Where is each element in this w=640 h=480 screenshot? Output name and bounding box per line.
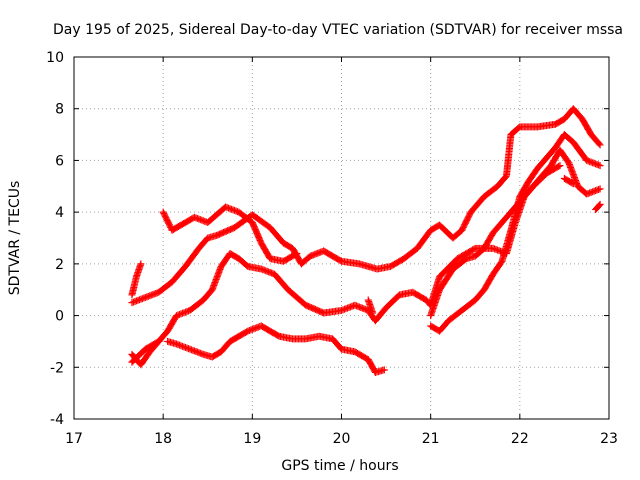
grid [74, 57, 609, 419]
series-track-b [159, 203, 301, 265]
x-axis-label: GPS time / hours [281, 458, 398, 474]
series-track-e [427, 162, 564, 320]
y-tick-label: 8 [55, 102, 64, 118]
x-axis-ticks: 17 18 19 20 21 22 23 [65, 57, 618, 447]
x-tick-label: 20 [333, 431, 351, 447]
x-tick-label: 23 [600, 431, 618, 447]
series-spur-3 [364, 296, 377, 317]
data-point [596, 200, 604, 208]
data-point [568, 179, 576, 187]
y-tick-label: 2 [55, 257, 64, 273]
data-point [555, 162, 563, 170]
series-spur-5 [592, 200, 604, 214]
data-point [293, 250, 301, 258]
data-point [155, 337, 163, 345]
data-point [153, 338, 161, 346]
x-tick-label: 22 [511, 431, 529, 447]
series-track-f [427, 131, 604, 335]
data-point [595, 201, 603, 209]
series-track-d [164, 322, 388, 376]
chart-title: Day 195 of 2025, Sidereal Day-to-day VTE… [53, 22, 623, 38]
data-point [595, 140, 603, 148]
series-spur-1 [128, 260, 145, 299]
y-tick-label: 6 [55, 153, 64, 169]
x-tick-label: 21 [422, 431, 440, 447]
data-point [292, 250, 300, 258]
y-tick-label: 10 [46, 50, 64, 66]
y-tick-label: 0 [55, 309, 64, 325]
y-tick-label: -2 [50, 360, 64, 376]
data-point [137, 260, 145, 268]
data-point [364, 296, 372, 304]
y-tick-label: 4 [55, 205, 64, 221]
data-marks [128, 105, 604, 376]
x-tick-label: 17 [65, 431, 83, 447]
series-spur-4 [560, 175, 577, 188]
x-tick-label: 18 [154, 431, 172, 447]
data-point [556, 162, 564, 170]
y-axis-label: SDTVAR / TECUs [7, 181, 23, 296]
x-tick-label: 19 [243, 431, 261, 447]
y-axis-ticks: -4 -2 0 2 4 6 8 10 [46, 50, 609, 428]
data-point [596, 162, 604, 170]
data-point [596, 141, 604, 149]
y-tick-label: -4 [50, 412, 64, 428]
series-spur-2 [128, 337, 163, 366]
data-point [596, 185, 604, 193]
data-point [569, 180, 577, 188]
data-point [380, 366, 388, 374]
series-track-a [128, 105, 604, 307]
